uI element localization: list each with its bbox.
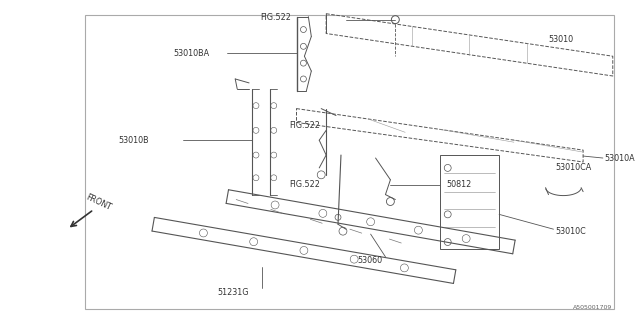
- Text: FIG.522: FIG.522: [289, 121, 321, 130]
- Text: 53010A: 53010A: [605, 154, 636, 163]
- Text: FRONT: FRONT: [84, 193, 112, 212]
- Bar: [440, 155, 499, 249]
- Text: 53010B: 53010B: [118, 136, 149, 145]
- Text: 53010CA: 53010CA: [556, 164, 592, 172]
- Text: A505001709: A505001709: [573, 305, 612, 310]
- Text: 53010C: 53010C: [556, 227, 586, 236]
- Text: 53010BA: 53010BA: [173, 49, 209, 58]
- Text: FIG.522: FIG.522: [260, 13, 292, 22]
- Bar: [85, 14, 614, 309]
- Text: 53060: 53060: [358, 256, 383, 265]
- Text: FIG.522: FIG.522: [289, 180, 321, 189]
- Text: 51231G: 51231G: [218, 288, 249, 297]
- Text: 53010: 53010: [548, 35, 573, 44]
- Text: 50812: 50812: [447, 180, 472, 189]
